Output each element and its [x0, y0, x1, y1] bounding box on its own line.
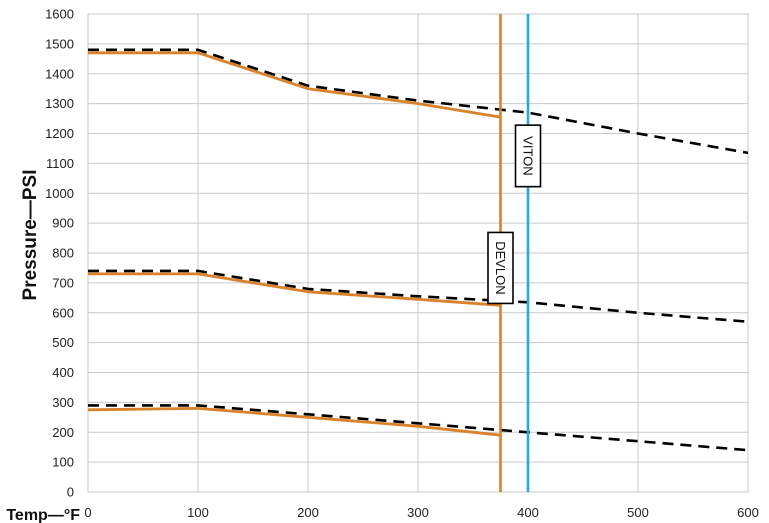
x-tick-label: 500	[627, 505, 649, 520]
x-tick-label: 400	[517, 505, 539, 520]
cl150-dashed-line-2	[88, 404, 749, 452]
y-tick-label: 1200	[45, 126, 74, 141]
devlon-label: DEVLON	[493, 241, 508, 294]
y-axis-title: Pressure—PSI	[20, 170, 41, 301]
x-tick-label: 200	[297, 505, 319, 520]
devlon-label-box: DEVLON	[487, 231, 514, 305]
cl600-dashed-line-0	[88, 48, 749, 155]
x-tick-label: 100	[187, 505, 209, 520]
grid	[87, 13, 749, 493]
y-tick-label: 1500	[45, 36, 74, 51]
y-tick-label: 1400	[45, 66, 74, 81]
x-tick-label: 600	[737, 505, 759, 520]
y-tick-label: 900	[52, 216, 74, 231]
y-tick-label: 1100	[46, 156, 74, 171]
x-tick-label: 300	[407, 505, 429, 520]
series-group	[87, 48, 749, 452]
annotations: CL600CL300CL150DEVLONVITON	[487, 124, 542, 305]
viton-label-box: VITON	[514, 124, 542, 188]
y-tick-label: 0	[67, 485, 74, 500]
y-tick-label: 800	[52, 246, 74, 261]
x-tick-label: 0	[84, 505, 91, 520]
y-tick-label: 700	[52, 275, 74, 290]
viton-label: VITON	[521, 136, 536, 176]
x-axis: 0 100 200 300 400 500 600	[84, 505, 758, 520]
y-tick-label: 400	[52, 365, 74, 380]
y-tick-label: 300	[52, 395, 74, 410]
y-tick-label: 200	[52, 425, 74, 440]
y-tick-label: 1300	[45, 96, 74, 111]
solid-line-3	[88, 51, 501, 119]
y-tick-label: 1600	[45, 7, 74, 22]
y-tick-label: 500	[52, 335, 74, 350]
cl300-dashed-line-1	[88, 269, 749, 323]
solid-line-4	[88, 272, 501, 307]
x-axis-title: Temp—°F	[6, 507, 80, 523]
y-tick-label: 600	[52, 305, 74, 320]
y-tick-label: 100	[52, 455, 74, 470]
y-axis: 0 100 200 300 400 500 600 700 800 900 1000 1100 1200…	[45, 7, 74, 500]
solid-line-5	[87, 406, 501, 437]
y-tick-label: 1000	[45, 186, 74, 201]
